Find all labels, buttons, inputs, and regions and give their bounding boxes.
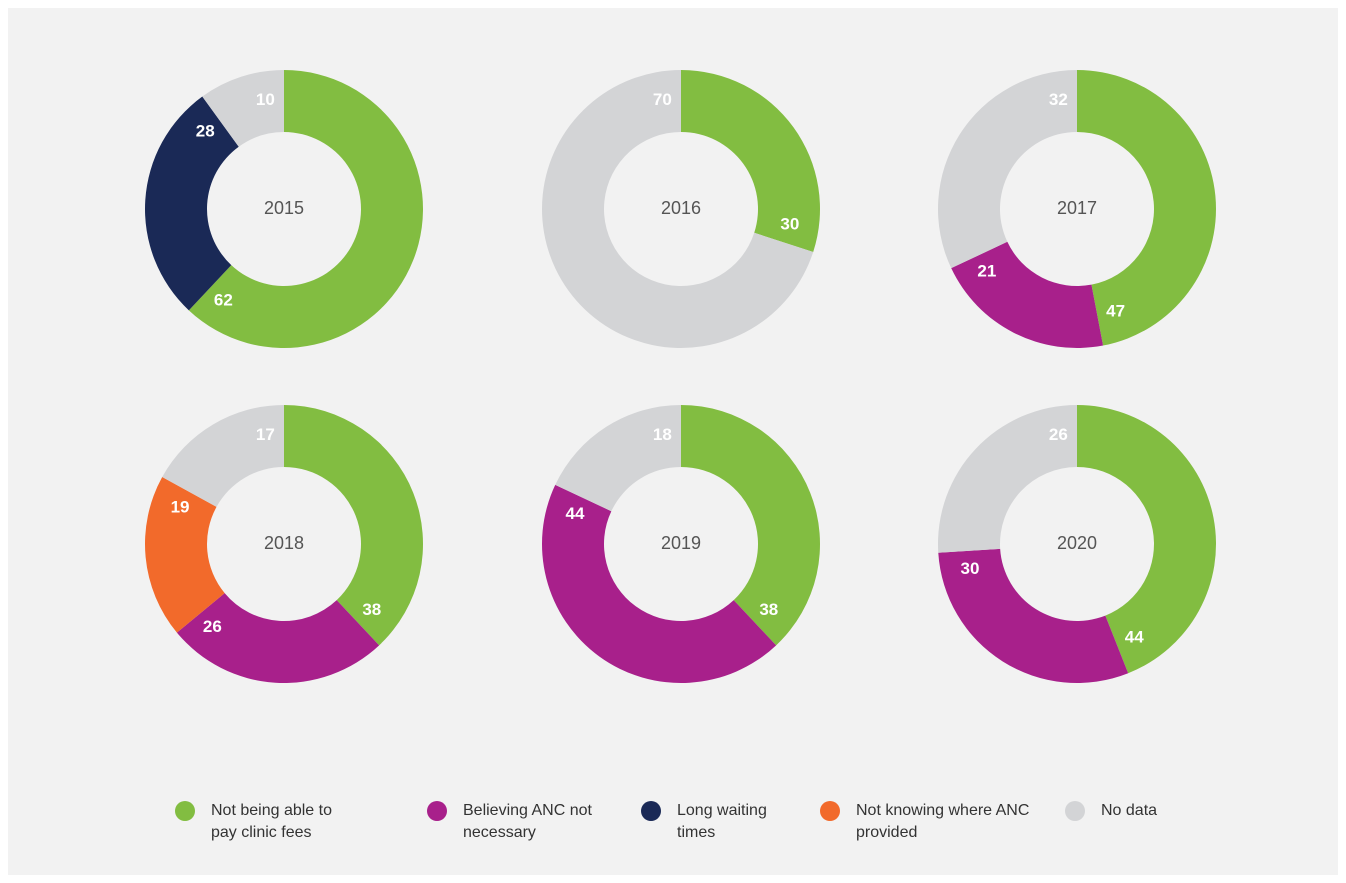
value-label: 38 [759,600,778,619]
center-label: 2015 [264,198,304,218]
legend-item: No data [1065,800,1211,822]
center-label: 2016 [661,198,701,218]
donut-segment [681,70,820,252]
value-label: 44 [1125,627,1144,646]
donut-segment [542,69,814,348]
legend-swatch [820,801,840,821]
legend-label: No data [1101,802,1158,819]
donut-segment [1077,405,1217,674]
legend-item: Believing ANC not necessary [427,800,638,844]
value-label: 44 [566,504,585,523]
legend-item: Long waiting times [641,800,807,844]
legend-swatch [427,801,447,821]
donut-segment [202,70,284,147]
donut-segment [938,405,1077,553]
donut-segment [541,484,777,684]
value-label: 21 [977,261,996,280]
legend-item: Not knowing where ANC provided [820,800,1046,844]
value-label: 38 [362,600,381,619]
donut-segment [1077,70,1216,346]
value-label: 10 [256,90,275,109]
donut-segment [938,70,1077,269]
legend-swatch [641,801,661,821]
donut-segment [145,477,225,633]
donut-segment [284,405,423,646]
donut-segment [681,405,821,646]
center-label: 2019 [661,533,701,553]
donut-segment [176,593,380,683]
center-label: 2020 [1057,533,1097,553]
value-label: 18 [653,425,672,444]
donut-segment [188,70,423,348]
value-label: 19 [171,498,190,517]
value-label: 26 [203,617,222,636]
donut-segment [162,405,284,507]
value-label: 28 [196,122,215,141]
donut-segment [555,405,681,512]
legend-swatch [1065,801,1085,821]
legend-swatch [175,801,195,821]
donut-segment [938,548,1129,684]
donut-segment [951,241,1104,348]
value-label: 62 [214,290,233,309]
value-label: 30 [961,559,980,578]
value-label: 26 [1049,425,1068,444]
legend-item: Not being able to pay clinic fees [175,800,361,844]
value-label: 32 [1049,90,1068,109]
value-label: 17 [256,425,275,444]
legend-label: Long waiting times [677,802,767,841]
legend-label: Believing ANC not necessary [463,802,592,841]
legend-label: Not being able to pay clinic fees [211,802,332,841]
center-label: 2017 [1057,198,1097,218]
donut-segment [145,96,239,311]
center-label: 2018 [264,533,304,553]
value-label: 70 [653,90,672,109]
legend-label: Not knowing where ANC provided [856,802,1030,841]
value-label: 47 [1106,301,1125,320]
value-label: 30 [780,214,799,233]
